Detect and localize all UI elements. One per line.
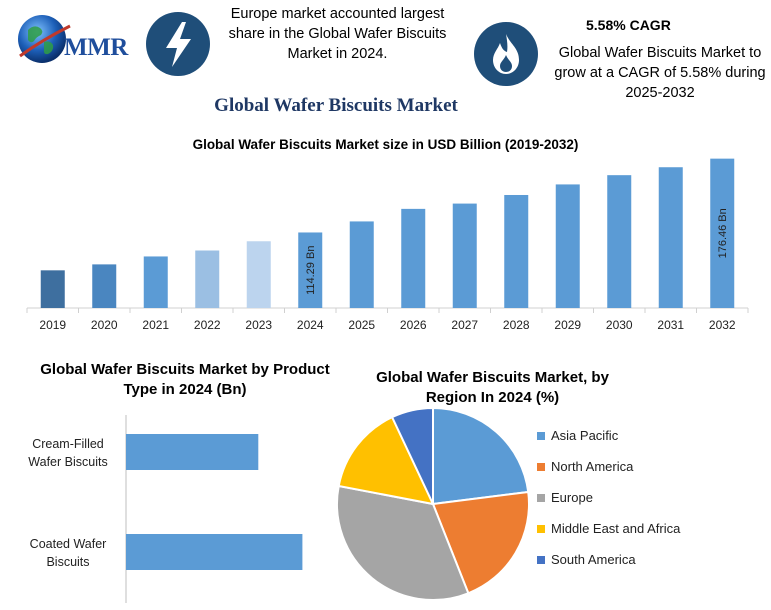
logo-text: MMR xyxy=(64,34,128,61)
x-tick-label: 2028 xyxy=(503,318,530,332)
cagr-title: 5.58% CAGR xyxy=(586,17,671,33)
pie-slice-middle-east-and-africa xyxy=(337,415,435,506)
highlight-line: Europe market accounted largest xyxy=(230,6,445,22)
region-pie-title-text: Global Wafer Biscuits Market, by Region … xyxy=(376,369,609,406)
category-label: Biscuits xyxy=(46,555,89,569)
data-label-2032: 176.46 Bn xyxy=(717,208,729,258)
data-label-2024: 114.29 Bn xyxy=(305,246,317,295)
legend-label: Asia Pacific xyxy=(551,428,619,443)
market-size-bar-chart: 2019 2020 2021 2022 2023 2024 114.29 Bn 2025 202… xyxy=(26,158,749,332)
bar-2029 xyxy=(555,184,580,308)
page-title: Global Wafer Biscuits Market xyxy=(214,95,458,116)
x-tick-label: 2026 xyxy=(400,318,427,332)
x-tick-label: 2030 xyxy=(606,318,633,332)
x-tick-label: 2021 xyxy=(142,318,169,332)
x-tick-label: 2019 xyxy=(39,318,66,332)
x-tick-label: 2024 xyxy=(297,318,324,332)
legend-label: South America xyxy=(551,552,636,567)
x-tick-label: 2032 xyxy=(709,318,736,332)
bar-2020 xyxy=(92,264,117,308)
product-type-chart-title: Global Wafer Biscuits Market by Product … xyxy=(40,360,330,400)
bar-2031 xyxy=(658,167,683,308)
legend-swatch xyxy=(537,525,545,533)
highlight-line: share in the Global Wafer Biscuits xyxy=(228,26,447,42)
legend-swatch xyxy=(537,494,545,502)
legend-label: Europe xyxy=(551,490,593,505)
category-label: Wafer Biscuits xyxy=(28,455,107,469)
bar-2032 xyxy=(710,158,735,308)
highlight-line: Market in 2024. xyxy=(287,46,388,62)
pie-slice-asia-pacific xyxy=(432,406,530,506)
bar-2022 xyxy=(195,250,220,308)
product-type-title-text: Global Wafer Biscuits Market by Product … xyxy=(40,361,330,398)
pie-slice-north-america xyxy=(431,490,530,595)
legend-label: Middle East and Africa xyxy=(551,521,681,536)
bar-2030 xyxy=(607,175,632,308)
pie-slice-south-america xyxy=(390,406,434,505)
x-tick-label: 2031 xyxy=(657,318,684,332)
legend-swatch xyxy=(537,432,545,440)
flame-icon xyxy=(493,34,519,74)
category-label: Cream-Filled xyxy=(32,437,104,451)
region-pie-chart: Asia Pacific North America Europe Middle Ea… xyxy=(336,406,681,601)
mmr-logo: MMR xyxy=(14,12,139,72)
highlight-line: grow at a CAGR of 5.58% during xyxy=(554,65,766,81)
europe-highlight: Europe market accounted largest share in… xyxy=(215,4,460,64)
cagr-highlight: Global Wafer Biscuits Market to grow at … xyxy=(540,43,771,103)
bar-2024 xyxy=(298,232,323,308)
x-tick-label: 2022 xyxy=(194,318,221,332)
x-tick-label: 2025 xyxy=(348,318,375,332)
bar-2028 xyxy=(504,194,529,308)
lightning-badge xyxy=(146,12,210,76)
flame-badge xyxy=(474,22,538,86)
lightning-icon xyxy=(166,22,191,67)
legend-swatch xyxy=(537,463,545,471)
bar-2021 xyxy=(143,256,168,308)
pie-slice-europe xyxy=(336,484,470,601)
bar-2019 xyxy=(40,270,65,308)
bar-product-1 xyxy=(126,534,303,570)
highlight-line: Global Wafer Biscuits Market to xyxy=(558,45,762,61)
x-tick-label: 2020 xyxy=(91,318,118,332)
bar-product-0 xyxy=(126,434,259,470)
x-tick-label: 2027 xyxy=(451,318,478,332)
bar-chart-title: Global Wafer Biscuits Market size in USD… xyxy=(192,137,579,152)
x-tick-label: 2029 xyxy=(554,318,581,332)
product-type-bar-chart: Cream-Filled Wafer Biscuits Coated Wafer Bi… xyxy=(28,415,303,603)
globe-icon xyxy=(18,15,71,63)
region-pie-title: Global Wafer Biscuits Market, by Region … xyxy=(360,368,625,408)
bar-2027 xyxy=(452,203,477,308)
bar-2023 xyxy=(246,241,271,308)
category-label: Coated Wafer xyxy=(30,537,107,551)
x-tick-label: 2023 xyxy=(245,318,272,332)
legend-label: North America xyxy=(551,459,634,474)
bar-2026 xyxy=(401,208,426,308)
highlight-line: 2025-2032 xyxy=(625,85,695,101)
legend-swatch xyxy=(537,556,545,564)
bar-2025 xyxy=(349,221,374,308)
